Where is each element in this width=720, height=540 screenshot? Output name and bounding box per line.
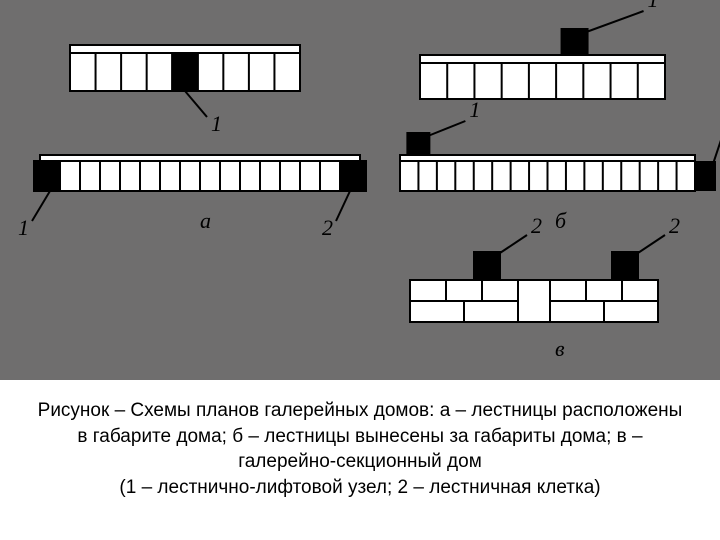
black-cell — [34, 161, 60, 191]
callout-label: 1 — [211, 111, 222, 136]
callout-label: 2 — [669, 213, 680, 238]
section — [518, 280, 550, 322]
section-letter: а — [200, 208, 211, 233]
callout-label: 1 — [648, 0, 659, 12]
gallery-strip — [420, 55, 665, 63]
diagram-area: 11121222абв — [0, 0, 720, 380]
section-letter: в — [555, 336, 565, 361]
top-block — [612, 252, 638, 280]
callout-label: 1 — [18, 215, 29, 240]
diagram-svg: 11121222абв — [0, 0, 720, 380]
black-cell — [340, 161, 366, 191]
section-letter: б — [555, 208, 567, 233]
cell-row — [420, 63, 665, 99]
side-block — [695, 162, 715, 190]
top-block — [474, 252, 500, 280]
gallery-strip — [70, 45, 300, 53]
callout-label: 2 — [322, 215, 333, 240]
figure-caption: Рисунок – Схемы планов галерейных домов:… — [0, 380, 720, 501]
black-cell — [172, 53, 198, 91]
callout-label: 2 — [531, 213, 542, 238]
callout-label: 1 — [469, 97, 480, 122]
